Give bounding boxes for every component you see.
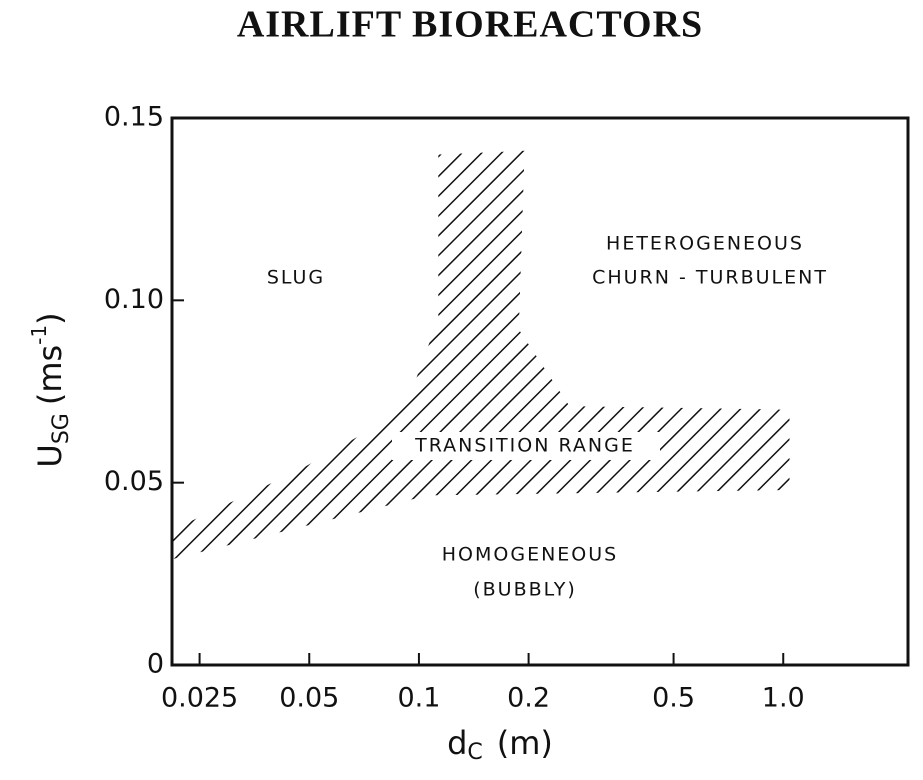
region-label: TRANSITION RANGE bbox=[414, 435, 635, 457]
transition-region bbox=[172, 150, 790, 560]
region-label: CHURN - TURBULENT bbox=[592, 267, 828, 289]
x-axis-label: dC (m) bbox=[447, 724, 553, 765]
region-label: (BUBBLY) bbox=[473, 579, 577, 601]
y-tick-label: 0.10 bbox=[104, 284, 164, 315]
svg-text:USG(ms-1): USG(ms-1) bbox=[27, 312, 75, 467]
plot-frame bbox=[170, 116, 910, 667]
x-tick-label: 1.0 bbox=[762, 683, 805, 714]
label-background bbox=[392, 432, 660, 460]
x-tick-label: 0.1 bbox=[397, 683, 440, 714]
x-tick-label: 0.05 bbox=[279, 683, 339, 714]
chart-title: AIRLIFT BIOREACTORS bbox=[237, 4, 703, 46]
x-tick-label: 0.5 bbox=[652, 683, 695, 714]
x-tick-label: 0.2 bbox=[507, 683, 550, 714]
region-label: SLUG bbox=[267, 267, 325, 289]
y-tick-label: 0.15 bbox=[104, 102, 164, 133]
y-tick-label: 0 bbox=[147, 649, 164, 680]
y-tick-label: 0.05 bbox=[104, 466, 164, 497]
x-tick-label: 0.025 bbox=[161, 683, 238, 714]
region-label: HOMOGENEOUS bbox=[442, 544, 618, 566]
region-label: HETEROGENEOUS bbox=[606, 233, 804, 255]
y-axis-label: USG(ms-1) bbox=[27, 312, 75, 467]
